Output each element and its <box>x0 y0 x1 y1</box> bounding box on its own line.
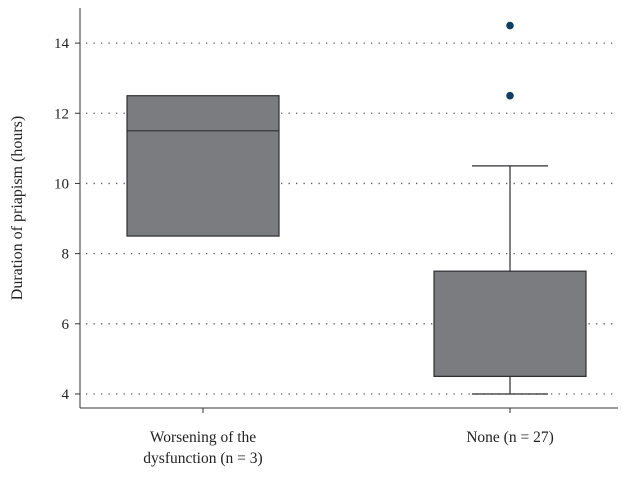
box <box>433 270 587 378</box>
box <box>126 95 280 237</box>
x-category-label: Worsening of the <box>150 429 256 446</box>
y-tick-label: 14 <box>54 36 70 52</box>
y-axis-title: Duration of priapism (hours) <box>9 116 26 300</box>
outlier-point <box>506 21 514 30</box>
outlier-point <box>506 91 514 100</box>
x-category-label: dysfunction (n = 3) <box>143 450 262 467</box>
y-tick-label: 8 <box>62 247 70 263</box>
y-tick-label: 6 <box>62 317 70 333</box>
y-tick-label: 12 <box>54 106 69 122</box>
y-tick-label: 10 <box>54 176 69 192</box>
y-tick-label: 4 <box>62 387 70 403</box>
x-category-label: None (n = 27) <box>466 429 554 446</box>
